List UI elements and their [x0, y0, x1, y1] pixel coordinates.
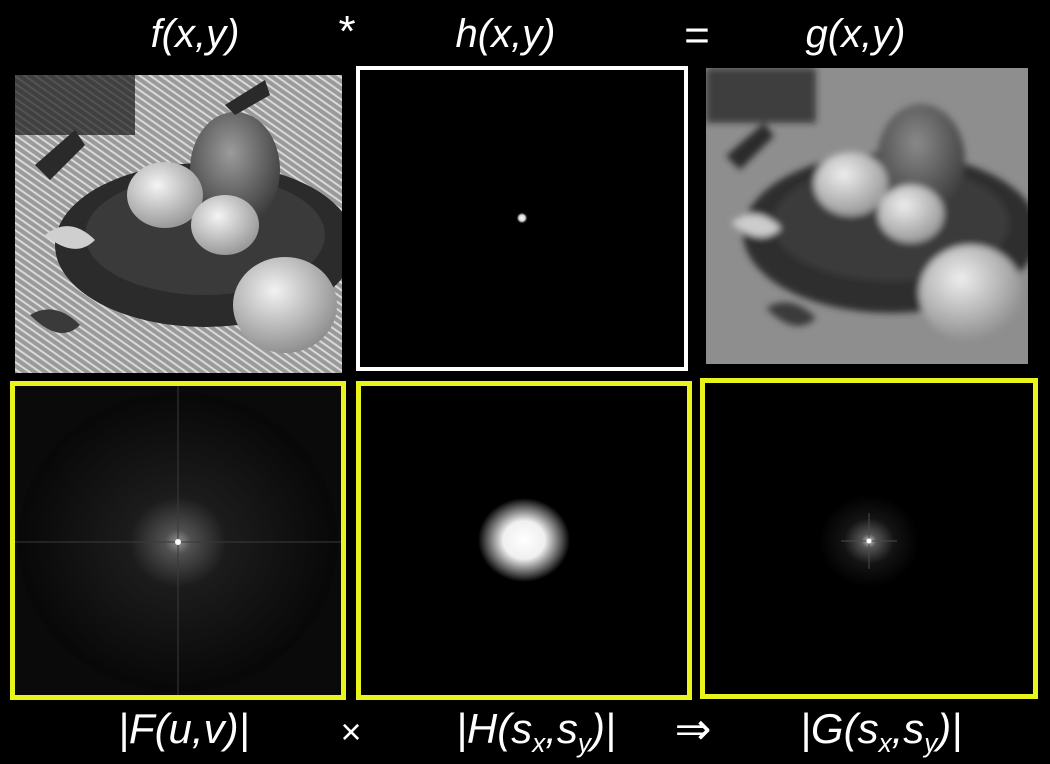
equals-operator: = — [684, 11, 710, 60]
still-life-photo — [15, 75, 342, 373]
implies-operator: ⇒ — [674, 705, 712, 754]
G-label-prefix: |G(s — [800, 705, 879, 752]
multiplication-operator: × — [340, 711, 362, 752]
H-label-suffix: )| — [590, 705, 616, 752]
G-spectrum-panel — [700, 378, 1038, 699]
G-label-sub-x: x — [878, 728, 892, 759]
G-label-sub-y: y — [924, 728, 938, 759]
blurred-image-panel — [706, 68, 1028, 364]
blurred-still-life-photo — [706, 68, 1028, 364]
h-xy-label: h(x,y) — [455, 12, 556, 56]
F-magnitude-spectrum — [15, 386, 341, 695]
gaussian-kernel-image — [360, 70, 684, 367]
G-magnitude-spectrum — [705, 383, 1033, 694]
H-label-sub-x: x — [532, 728, 546, 759]
H-magnitude-spectrum — [361, 386, 687, 695]
original-image-panel — [15, 75, 342, 373]
H-spectrum-panel — [356, 381, 692, 700]
convolution-operator: * — [338, 7, 356, 56]
H-magnitude-label: |H(sx,sy)| — [456, 705, 616, 759]
H-label-middle: ,s — [545, 705, 578, 752]
H-label-prefix: |H(s — [456, 705, 533, 752]
G-magnitude-label: |G(sx,sy)| — [800, 705, 963, 759]
F-magnitude-label: |F(u,v)| — [118, 705, 250, 752]
G-label-middle: ,s — [891, 705, 925, 752]
F-spectrum-panel — [10, 381, 346, 700]
kernel-image-panel — [356, 66, 688, 371]
G-label-suffix: )| — [937, 705, 963, 752]
f-xy-label: f(x,y) — [150, 12, 240, 56]
H-label-sub-y: y — [577, 728, 591, 759]
g-xy-label: g(x,y) — [805, 12, 906, 56]
